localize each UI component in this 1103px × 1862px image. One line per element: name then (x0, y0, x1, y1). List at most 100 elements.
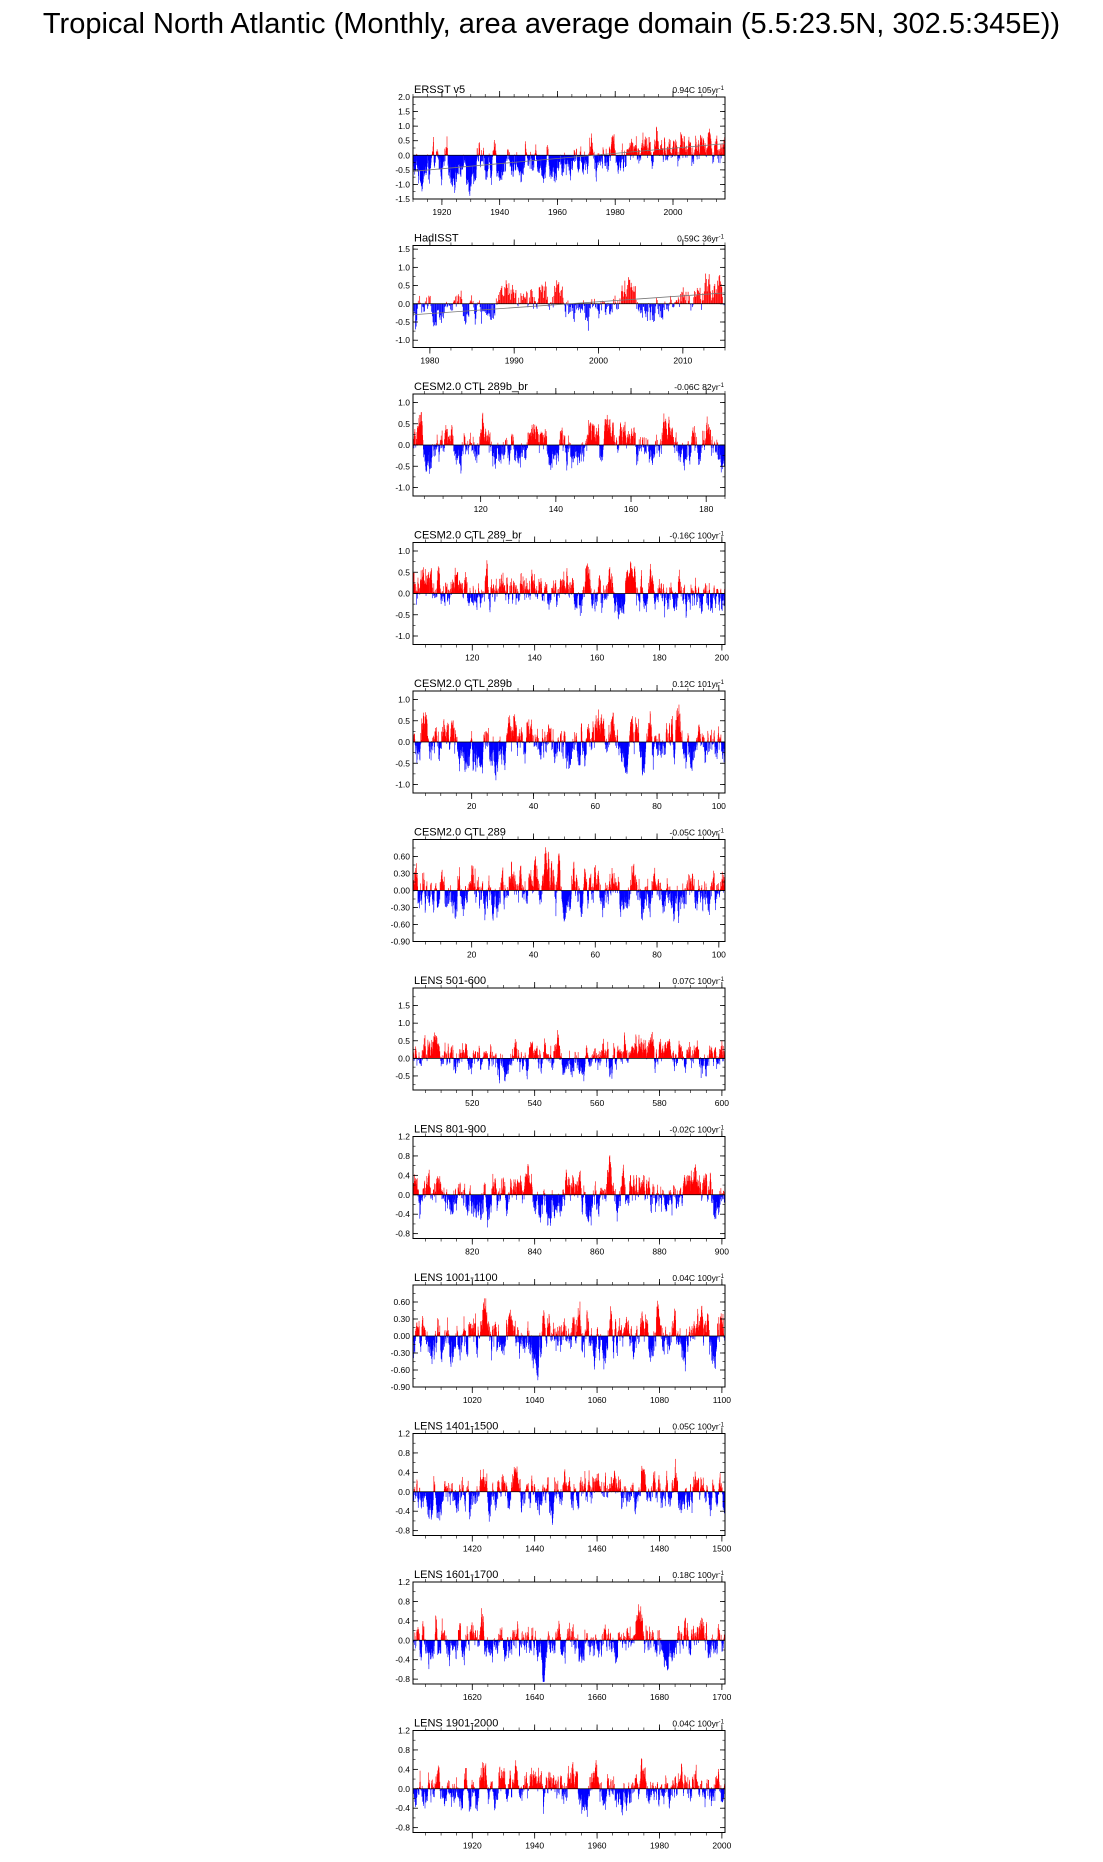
anomaly-bar (575, 304, 576, 313)
anomaly-bar (509, 283, 510, 304)
y-tick-label: 0.0 (398, 440, 410, 450)
y-tick-label: 2.0 (398, 92, 410, 102)
anomaly-bar (681, 292, 682, 304)
anomaly-bar (678, 594, 679, 599)
anomaly-bar (504, 296, 505, 304)
anomaly-bar (524, 580, 525, 593)
anomaly-bar (602, 155, 603, 164)
anomaly-bar (586, 742, 587, 754)
anomaly-bar (482, 594, 483, 599)
anomaly-bar (568, 445, 569, 452)
anomaly-bar (680, 155, 681, 159)
anomaly-bar (554, 296, 555, 304)
anomaly-bar (680, 445, 681, 462)
anomaly-bar (448, 594, 449, 602)
anomaly-bar (702, 301, 703, 304)
anomaly-bar (449, 594, 450, 599)
anomaly-bar (547, 742, 548, 745)
anomaly-bar (629, 437, 630, 445)
anomaly-bar (703, 594, 704, 597)
anomaly-bar (560, 431, 561, 445)
anomaly-bar (583, 300, 584, 303)
anomaly-bar (435, 594, 436, 598)
anomaly-bar (642, 304, 643, 318)
anomaly-bar (516, 585, 517, 593)
anomaly-bar (436, 304, 437, 326)
anomaly-bar (491, 304, 492, 320)
y-tick-label: 1.0 (398, 121, 410, 131)
anomaly-bar (718, 286, 719, 304)
anomaly-bar (603, 594, 604, 598)
anomaly-bar (671, 155, 672, 158)
anomaly-bar (432, 594, 433, 599)
anomaly-bar (449, 590, 450, 594)
anomaly-bar (596, 304, 597, 309)
anomaly-bar (698, 594, 699, 597)
anomaly-bar (526, 594, 527, 598)
anomaly-bar (646, 304, 647, 311)
anomaly-bar (466, 304, 467, 323)
y-tick-label: 0.0 (398, 150, 410, 160)
anomaly-bar (532, 735, 533, 742)
anomaly-bar (632, 287, 633, 304)
anomaly-bar (487, 304, 488, 314)
x-tick-label: 2000 (664, 207, 683, 217)
anomaly-bar (588, 730, 589, 742)
anomaly-bar (587, 304, 588, 318)
anomaly-bar (609, 304, 610, 314)
anomaly-bar (591, 738, 592, 742)
anomaly-bar (678, 582, 679, 594)
anomaly-bar (455, 742, 456, 745)
anomaly-bar (655, 304, 656, 313)
anomaly-bar (661, 304, 662, 318)
anomaly-bar (698, 588, 699, 593)
anomaly-bar (693, 590, 694, 593)
anomaly-bar (476, 304, 477, 312)
anomaly-bar (701, 304, 702, 310)
anomaly-bar (513, 441, 514, 445)
anomaly-bar (638, 445, 639, 448)
anomaly-bar (658, 588, 659, 593)
anomaly-bar (441, 742, 442, 749)
anomaly-bar (440, 304, 441, 315)
anomaly-bar (616, 594, 617, 611)
anomaly-bar (442, 441, 443, 445)
anomaly-bar (611, 304, 612, 309)
anomaly-bar (678, 297, 679, 304)
anomaly-bar (558, 284, 559, 304)
anomaly-bar (518, 298, 519, 304)
anomaly-bar (511, 742, 512, 752)
y-tick-label: 0.5 (398, 419, 410, 429)
anomaly-bar (502, 286, 503, 304)
anomaly-bar (536, 594, 537, 598)
anomaly-bar (665, 151, 666, 156)
anomaly-bar (574, 742, 575, 747)
anomaly-bar (556, 280, 557, 304)
anomaly-bar (475, 304, 476, 325)
anomaly-bar (532, 291, 533, 304)
anomaly-bar (701, 445, 702, 453)
anomaly-bar (648, 439, 649, 445)
anomaly-bar (581, 146, 582, 155)
anomaly-bar (714, 594, 715, 600)
anomaly-bar (549, 304, 550, 310)
anomaly-bar (589, 304, 590, 317)
anomaly-bar (660, 445, 661, 453)
anomaly-bar (535, 742, 536, 746)
anomaly-bar (594, 152, 595, 156)
anomaly-bar (486, 731, 487, 742)
anomaly-bar (682, 590, 683, 594)
anomaly-bar (687, 594, 688, 602)
anomaly-bar (670, 588, 671, 594)
anomaly-bar (617, 301, 618, 304)
anomaly-bar (595, 304, 596, 307)
anomaly-bar (640, 304, 641, 313)
anomaly-bar (646, 438, 647, 445)
anomaly-bar (696, 149, 697, 155)
anomaly-bar (609, 742, 610, 745)
anomaly-bar (660, 304, 661, 311)
anomaly-bar (647, 304, 648, 321)
anomaly-bar (617, 441, 618, 445)
anomaly-bar (646, 304, 647, 317)
anomaly-bar (537, 586, 538, 593)
